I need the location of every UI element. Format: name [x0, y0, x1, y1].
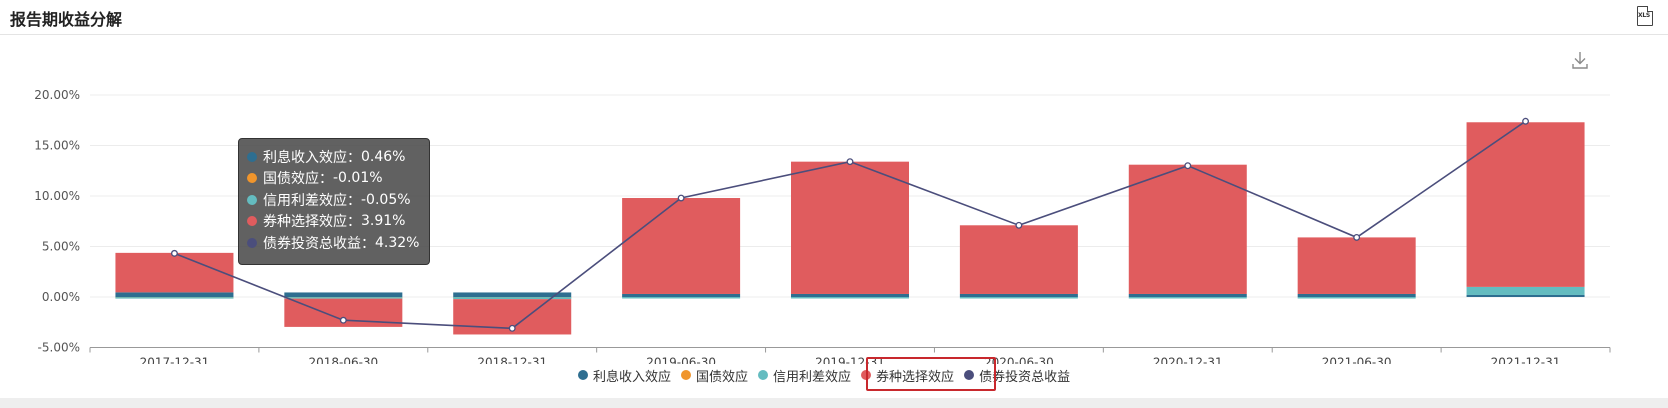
- bar-segment: [115, 292, 234, 297]
- bar-segment: [115, 252, 234, 293]
- chart-tooltip: 利息收入效应： 0.46% 国债效应： -0.01% 信用利差效应： -0.05% 券种选择…: [238, 138, 430, 265]
- total-return-point: [846, 158, 854, 166]
- bar-segment: [453, 297, 572, 300]
- bar-segment: [622, 198, 741, 294]
- bar-segment: [791, 161, 909, 294]
- tooltip-row: 债券投资总收益： 4.32%: [247, 232, 421, 254]
- bar-segment: [791, 297, 909, 299]
- tooltip-label: 债券投资总收益：: [263, 235, 375, 252]
- tooltip-row: 国债效应： -0.01%: [247, 168, 421, 190]
- tooltip-marker: [247, 151, 257, 162]
- total-return-point: [170, 249, 178, 257]
- x-tick-label: 2020-06-30: [984, 356, 1054, 365]
- legend-label: 券种选择效应: [876, 369, 955, 385]
- bar-segment: [1466, 122, 1585, 287]
- x-tick-label: 2018-06-30: [308, 356, 378, 365]
- y-tick-label: 10.00%: [34, 189, 80, 203]
- bar-segment: [1297, 237, 1416, 294]
- xls-label: XLS: [1638, 12, 1650, 19]
- tooltip-value: 0.46%: [361, 148, 406, 165]
- download-icon-svg: [1572, 52, 1588, 69]
- tooltip-label: 利息收入效应：: [263, 149, 361, 166]
- bottom-bar: [0, 398, 1668, 408]
- legend-item[interactable]: 信用利差效应: [758, 366, 851, 385]
- tooltip-marker: [247, 194, 257, 205]
- legend-marker: [578, 370, 588, 380]
- tooltip-row: 信用利差效应： -0.05%: [247, 189, 421, 211]
- tooltip-marker: [247, 173, 257, 184]
- x-tick-label: 2019-12-31: [815, 356, 885, 365]
- bar-segment: [1297, 293, 1416, 297]
- bar-segment: [1128, 164, 1247, 294]
- bar-segment: [622, 297, 741, 299]
- tooltip-value: 3.91%: [361, 213, 406, 230]
- legend-label: 利息收入效应: [593, 369, 672, 385]
- panel-header: 报告期收益分解 XLS: [0, 0, 1668, 35]
- xls-page-fold: [1647, 6, 1653, 12]
- bar-segment: [959, 225, 1078, 294]
- total-return-point: [677, 194, 685, 202]
- panel-title: 报告期收益分解: [10, 10, 123, 29]
- tooltip-value: 4.32%: [375, 234, 420, 251]
- chart-legend: 利息收入效应 国债效应 信用利差效应 券种选择效应 债券投资总收益: [578, 365, 1080, 385]
- legend-label: 债券投资总收益: [979, 369, 1071, 385]
- total-return-point: [1353, 233, 1361, 241]
- bar-segment: [959, 297, 1078, 299]
- tooltip-value: -0.01%: [333, 170, 383, 187]
- tooltip-label: 券种选择效应：: [263, 214, 361, 231]
- legend-item[interactable]: 国债效应: [681, 366, 748, 385]
- bar-segment: [791, 293, 909, 297]
- legend-marker: [681, 370, 692, 380]
- bar-segment: [453, 292, 572, 297]
- x-tick-label: 2021-06-30: [1322, 356, 1392, 365]
- legend-label: 信用利差效应: [773, 369, 852, 385]
- bar-segment: [284, 292, 403, 297]
- y-tick-label: 15.00%: [34, 139, 80, 153]
- tooltip-label: 信用利差效应：: [263, 192, 361, 209]
- bar-segment: [1466, 286, 1585, 295]
- bar-segment: [1297, 297, 1416, 299]
- tooltip-marker: [247, 237, 257, 248]
- tooltip-row: 利息收入效应： 0.46%: [247, 146, 421, 168]
- bar-segment: [1128, 293, 1247, 297]
- legend-item[interactable]: 债券投资总收益: [964, 366, 1070, 385]
- bar-segment: [622, 293, 741, 297]
- x-tick-label: 2020-12-31: [1153, 356, 1223, 365]
- y-tick-label: -5.00%: [38, 341, 80, 355]
- tooltip-marker: [247, 216, 257, 227]
- legend-item[interactable]: 券种选择效应: [861, 366, 954, 385]
- tooltip-row: 券种选择效应： 3.91%: [247, 211, 421, 233]
- bar-segment: [959, 293, 1078, 297]
- total-return-point: [339, 316, 347, 324]
- bar-segment: [115, 297, 234, 299]
- legend-marker: [758, 370, 769, 380]
- chart-canvas: -5.00% 0.00% 5.00% 10.00% 15.00% 20.00% 2017-1…: [34, 88, 1611, 365]
- tooltip-label: 国债效应：: [263, 171, 333, 188]
- y-tick-label: 5.00%: [42, 240, 80, 254]
- legend-marker: [964, 370, 975, 380]
- x-tick-label: 2021-12-31: [1491, 356, 1561, 365]
- download-icon[interactable]: [1570, 50, 1590, 70]
- total-return-point: [1184, 162, 1192, 170]
- legend-label: 国债效应: [696, 369, 749, 385]
- total-return-point: [1015, 221, 1023, 229]
- y-tick-label: 0.00%: [42, 290, 80, 304]
- total-return-point: [508, 324, 516, 332]
- legend-item[interactable]: 利息收入效应: [578, 366, 671, 385]
- tooltip-value: -0.05%: [361, 191, 411, 208]
- export-xls-icon[interactable]: XLS: [1636, 6, 1654, 26]
- total-return-point: [1522, 117, 1530, 125]
- bar-segment: [1128, 297, 1247, 299]
- bar-segment: [1466, 294, 1585, 297]
- x-tick-label: 2017-12-31: [140, 356, 210, 365]
- bar-segment: [284, 297, 403, 299]
- y-tick-label: 20.00%: [34, 88, 80, 102]
- x-tick-label: 2018-12-31: [477, 356, 547, 365]
- legend-marker: [861, 370, 872, 380]
- x-tick-label: 2019-06-30: [646, 356, 716, 365]
